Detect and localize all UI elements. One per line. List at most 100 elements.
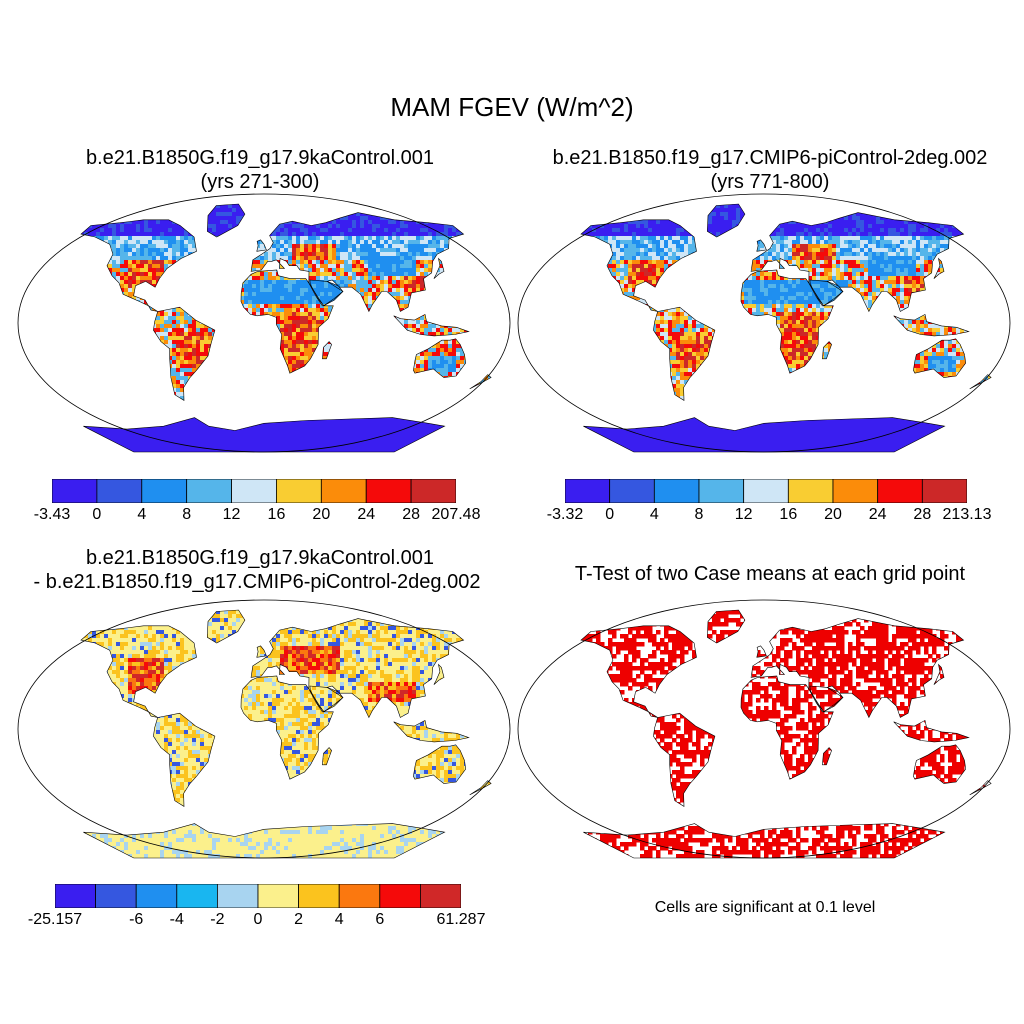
grid-cell [16, 212, 21, 217]
grid-cell [160, 236, 165, 241]
grid-cell [268, 296, 273, 301]
grid-cell [184, 348, 189, 353]
grid-cell [272, 292, 277, 297]
bottom-left-title-line1: b.e21.B1850G.f19_g17.9kaControl.001 [0, 546, 520, 570]
grid-cell [288, 252, 293, 257]
grid-cell [316, 276, 321, 281]
grid-cell [504, 244, 509, 249]
grid-cell [396, 300, 401, 305]
grid-cell [284, 296, 289, 301]
grid-cell [500, 224, 505, 229]
grid-cell [16, 352, 21, 357]
grid-cell [388, 284, 393, 289]
grid-cell [436, 236, 441, 241]
grid-cell [168, 340, 173, 345]
grid-cell [156, 236, 161, 241]
grid-cell [16, 288, 21, 293]
grid-cell [320, 192, 325, 197]
grid-cell [24, 204, 29, 209]
grid-cell [180, 192, 185, 197]
grid-cell [208, 328, 213, 333]
grid-cell [484, 252, 489, 257]
grid-cell [24, 280, 29, 285]
grid-cell [320, 260, 325, 265]
grid-cell [380, 220, 385, 225]
grid-cell [392, 204, 397, 209]
grid-cell [292, 308, 297, 313]
grid-cell [464, 244, 469, 249]
grid-cell [52, 196, 57, 201]
grid-cell [408, 260, 413, 265]
grid-cell [196, 320, 201, 325]
grid-cell [144, 268, 149, 273]
grid-cell [116, 196, 121, 201]
grid-cell [320, 292, 325, 297]
grid-cell [384, 204, 389, 209]
grid-cell [368, 296, 373, 301]
grid-cell [28, 240, 33, 245]
grid-cell [104, 224, 109, 229]
grid-cell [448, 224, 453, 229]
grid-cell [92, 212, 97, 217]
grid-cell [244, 300, 249, 305]
grid-cell [352, 256, 357, 261]
grid-cell [92, 220, 97, 225]
grid-cell [296, 236, 301, 241]
grid-cell [184, 316, 189, 321]
grid-cell [156, 232, 161, 237]
grid-cell [432, 224, 437, 229]
grid-cell [16, 224, 21, 229]
grid-cell [392, 248, 397, 253]
grid-cell [124, 204, 129, 205]
grid-cell [488, 264, 492, 269]
grid-cell [252, 260, 257, 265]
grid-cell [20, 240, 25, 245]
grid-cell [268, 284, 273, 289]
grid-cell [148, 276, 153, 281]
grid-cell [424, 260, 429, 265]
grid-cell [296, 304, 301, 309]
grid-cell [120, 236, 125, 241]
grid-cell [460, 328, 465, 333]
grid-cell [16, 268, 21, 273]
grid-cell [16, 300, 21, 305]
grid-cell [396, 248, 401, 253]
grid-cell [268, 248, 273, 253]
grid-cell [88, 196, 93, 201]
grid-cell [204, 192, 209, 197]
grid-cell [81, 216, 85, 221]
grid-cell [252, 292, 257, 297]
grid-cell [32, 248, 37, 253]
grid-cell [412, 192, 417, 197]
grid-cell [324, 268, 329, 273]
grid-cell [136, 276, 141, 281]
grid-cell [68, 232, 73, 237]
grid-cell [336, 276, 341, 281]
grid-cell [192, 344, 197, 349]
grid-cell [260, 308, 265, 313]
grid-cell [364, 236, 369, 241]
grid-cell [504, 276, 509, 281]
grid-cell [344, 236, 349, 241]
grid-cell [276, 296, 281, 301]
grid-cell [324, 344, 329, 349]
grid-cell [324, 228, 329, 233]
grid-cell [416, 272, 421, 277]
grid-cell [60, 192, 65, 197]
grid-cell [24, 240, 29, 245]
grid-cell [420, 320, 425, 325]
grid-cell [428, 196, 433, 201]
grid-cell [116, 244, 121, 249]
grid-cell [140, 280, 145, 285]
grid-cell [64, 228, 69, 233]
grid-cell [408, 236, 413, 241]
grid-cell [284, 256, 289, 261]
grid-cell [252, 296, 257, 301]
grid-cell [372, 292, 377, 297]
grid-cell [464, 196, 469, 201]
grid-cell [412, 276, 417, 281]
grid-cell [452, 212, 457, 217]
grid-cell [288, 224, 293, 229]
grid-cell [84, 212, 89, 217]
grid-cell [60, 224, 65, 229]
